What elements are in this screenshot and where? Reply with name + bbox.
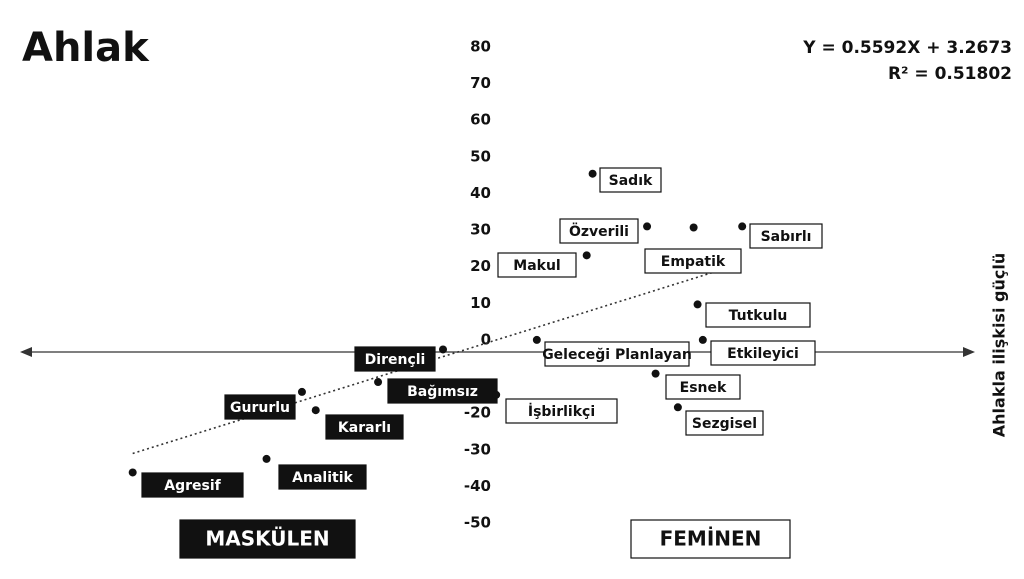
regression-line bbox=[132, 262, 743, 455]
point-label: İşbirlikçi bbox=[528, 403, 595, 420]
point-label: Agresif bbox=[164, 478, 221, 494]
label-box bbox=[710, 340, 816, 366]
point-label: Geleceği Planlayan bbox=[542, 347, 692, 363]
point bbox=[532, 335, 541, 344]
y-tick-label: -30 bbox=[464, 440, 491, 458]
point bbox=[738, 222, 747, 231]
equation: Y = 0.5592X + 3.2673 bbox=[802, 38, 1012, 58]
y-tick-label: 70 bbox=[470, 74, 491, 92]
label-box bbox=[665, 374, 741, 400]
point-label: Özverili bbox=[569, 222, 629, 240]
label-box bbox=[387, 378, 498, 404]
y-tick-label: 10 bbox=[470, 294, 491, 312]
point bbox=[128, 468, 137, 477]
point bbox=[439, 345, 448, 354]
point bbox=[262, 454, 271, 463]
label-box bbox=[749, 223, 823, 249]
label-box bbox=[278, 464, 367, 490]
point bbox=[311, 406, 320, 415]
label-box bbox=[141, 472, 244, 498]
y-tick-label: 60 bbox=[470, 111, 491, 129]
legend-label: FEMİNEN bbox=[660, 527, 762, 551]
label-box bbox=[705, 302, 811, 328]
point bbox=[643, 222, 652, 231]
chart-title: Ahlak bbox=[22, 25, 150, 71]
point-label: Kararlı bbox=[338, 420, 391, 436]
point-label: Gururlu bbox=[230, 400, 290, 416]
point bbox=[588, 169, 597, 178]
label-box bbox=[354, 346, 436, 372]
label-box bbox=[644, 248, 742, 274]
point bbox=[297, 387, 306, 396]
label-box bbox=[544, 341, 690, 367]
point-label: Bağımsız bbox=[407, 384, 478, 400]
point bbox=[689, 223, 698, 232]
legend-box bbox=[179, 519, 356, 559]
label-box bbox=[559, 218, 639, 244]
point bbox=[374, 378, 383, 387]
point-label: Makul bbox=[513, 258, 560, 274]
label-box bbox=[505, 398, 618, 424]
r-squared: R² = 0.51802 bbox=[888, 64, 1012, 84]
point-label: Sadık bbox=[609, 173, 653, 189]
point-label: Dirençli bbox=[365, 352, 426, 368]
point-label: Analitik bbox=[292, 470, 353, 486]
point bbox=[492, 390, 501, 399]
label-box bbox=[325, 414, 404, 440]
point-label: Empatik bbox=[661, 254, 726, 270]
label-box bbox=[224, 394, 296, 420]
y-tick-label: 0 bbox=[481, 330, 491, 348]
label-box bbox=[599, 167, 662, 193]
legend-label: MASKÜLEN bbox=[205, 527, 329, 551]
y-tick-label: -50 bbox=[464, 514, 491, 532]
y-axis-label: Ahlakla ilişkisi güçlü bbox=[990, 253, 1009, 437]
point-label: Esnek bbox=[680, 380, 727, 396]
y-tick-label: 20 bbox=[470, 257, 491, 275]
point bbox=[693, 300, 702, 309]
y-tick-label: -20 bbox=[464, 404, 491, 422]
point-label: Sezgisel bbox=[692, 416, 757, 432]
y-tick-label: 40 bbox=[470, 184, 491, 202]
point bbox=[698, 335, 707, 344]
point-label: Tutkulu bbox=[729, 308, 788, 324]
legend-box bbox=[630, 519, 791, 559]
y-tick-label: 50 bbox=[470, 147, 491, 165]
point bbox=[651, 369, 660, 378]
y-tick-label: 30 bbox=[470, 221, 491, 239]
point bbox=[673, 403, 682, 412]
point-label: Etkileyici bbox=[727, 346, 799, 362]
y-tick-label: 80 bbox=[470, 38, 491, 56]
point-label: Sabırlı bbox=[761, 229, 812, 245]
y-tick-label: -40 bbox=[464, 477, 491, 495]
label-box bbox=[497, 252, 577, 278]
point bbox=[582, 251, 591, 260]
label-box bbox=[685, 410, 764, 436]
